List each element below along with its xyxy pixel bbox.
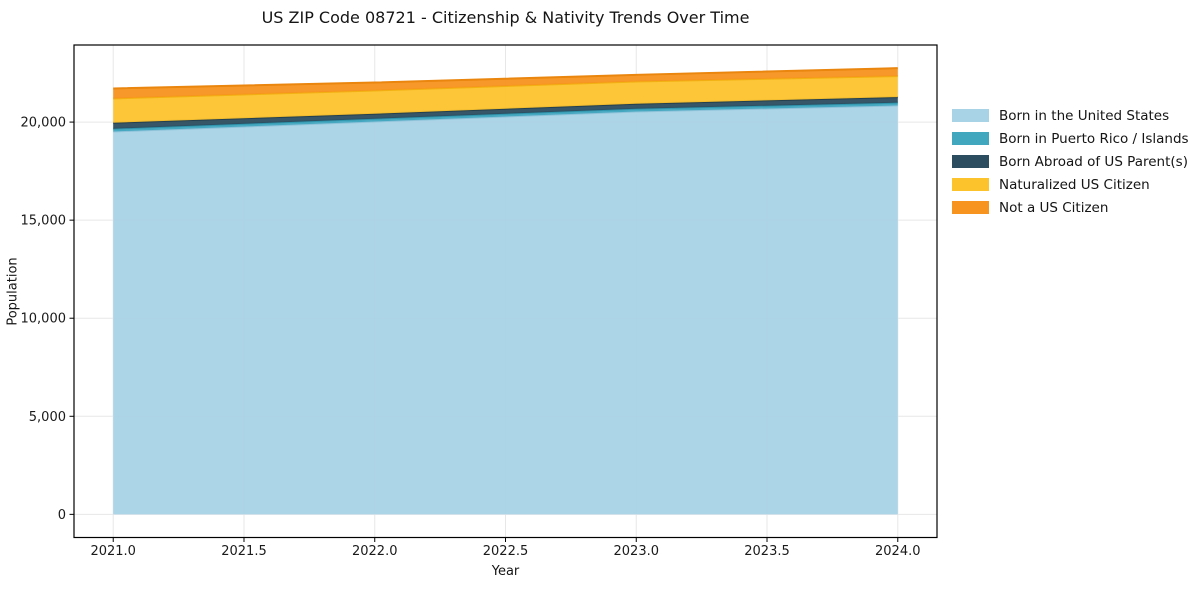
legend-label: Born in the United States <box>999 107 1170 124</box>
y-tick-label: 5,000 <box>29 410 66 425</box>
area-born-in-puerto-rico-islands <box>113 102 898 132</box>
area-naturalized-us-citizen <box>113 76 898 123</box>
x-tick-label: 2023.5 <box>744 544 790 559</box>
y-tick-label: 15,000 <box>21 214 67 229</box>
x-tick-label: 2023.0 <box>614 544 660 559</box>
legend-swatch-icon <box>952 155 989 168</box>
x-tick-label: 2021.0 <box>90 544 136 559</box>
legend-item: Born in Puerto Rico / Islands <box>952 127 1189 150</box>
legend-label: Born Abroad of US Parent(s) <box>999 153 1188 170</box>
legend: Born in the United States Born in Puerto … <box>952 104 1189 219</box>
y-tick-label: 0 <box>58 508 66 523</box>
chart-title: US ZIP Code 08721 - Citizenship & Nativi… <box>261 8 750 27</box>
y-tick-label: 20,000 <box>21 116 67 131</box>
x-tick-label: 2022.0 <box>352 544 398 559</box>
x-tick-label: 2024.0 <box>875 544 921 559</box>
x-tick-label: 2022.5 <box>483 544 529 559</box>
area-not-a-us-citizen <box>113 68 898 99</box>
area-born-in-the-united-states <box>113 105 898 515</box>
edge-not-a-us-citizen <box>113 67 898 90</box>
legend-item: Born in the United States <box>952 104 1189 127</box>
legend-item: Not a US Citizen <box>952 196 1189 219</box>
legend-swatch-icon <box>952 132 989 145</box>
x-axis-label: Year <box>491 564 520 579</box>
legend-label: Not a US Citizen <box>999 199 1109 216</box>
legend-swatch-icon <box>952 109 989 122</box>
legend-item: Naturalized US Citizen <box>952 173 1189 196</box>
legend-item: Born Abroad of US Parent(s) <box>952 150 1189 173</box>
y-tick-label: 10,000 <box>21 312 67 327</box>
legend-swatch-icon <box>952 178 989 191</box>
area-born-abroad-of-us-parent-s <box>113 97 898 129</box>
legend-label: Born in Puerto Rico / Islands <box>999 130 1189 147</box>
legend-label: Naturalized US Citizen <box>999 176 1150 193</box>
x-tick-label: 2021.5 <box>221 544 267 559</box>
legend-swatch-icon <box>952 201 989 214</box>
